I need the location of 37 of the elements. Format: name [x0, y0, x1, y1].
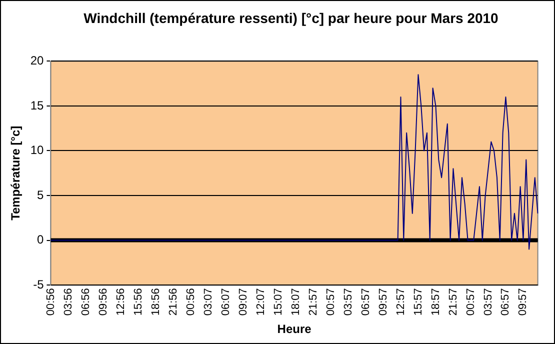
x-tick-label: 21:57 — [307, 288, 320, 316]
x-tick-label: 06:57 — [360, 288, 372, 316]
x-tick-label: 18:07 — [290, 288, 302, 316]
x-tick-label: 09:57 — [377, 288, 390, 316]
x-tick-label: 09:57 — [517, 288, 530, 316]
x-tick-label: 00:56 — [184, 288, 197, 316]
y-tick-label: 5 — [37, 188, 44, 202]
y-tick-label: 0 — [37, 232, 44, 247]
x-tick-label: 15:56 — [132, 288, 144, 316]
x-tick-label: 03:57 — [482, 288, 494, 316]
x-tick-label: 18:56 — [150, 288, 162, 316]
x-tick-label: 18:57 — [430, 288, 442, 316]
x-tick-label: 15:57 — [412, 288, 424, 316]
x-tick-label: 09:07 — [237, 288, 250, 316]
x-tick-label: 21:57 — [447, 288, 460, 316]
x-tick-label: 03:07 — [202, 288, 214, 316]
chart-title: Windchill (température ressenti) [°c] par heure pour Mars 2010 — [82, 9, 500, 28]
x-tick-label: 06:57 — [500, 288, 512, 316]
x-tick-label: 15:07 — [272, 288, 284, 316]
y-tick-label: -5 — [33, 277, 44, 292]
x-tick-label: 00:57 — [324, 288, 337, 316]
y-tick-label: 10 — [30, 143, 44, 158]
y-axis-title: Température [°c] — [8, 126, 23, 220]
x-tick-label: 12:57 — [394, 288, 407, 316]
x-tick-label: 09:56 — [97, 288, 110, 316]
x-tick-label: 12:56 — [114, 288, 127, 316]
x-axis-title: Heure — [277, 322, 312, 336]
x-tick-label: 06:56 — [80, 288, 92, 316]
x-tick-label: 00:56 — [44, 288, 57, 316]
x-tick-label: 00:57 — [464, 288, 477, 316]
y-tick-label: 20 — [30, 54, 44, 68]
x-tick-label: 03:56 — [62, 288, 74, 316]
x-tick-label: 12:07 — [254, 288, 267, 316]
x-tick-label: 21:56 — [167, 288, 180, 316]
x-tick-label: 06:07 — [220, 288, 232, 316]
x-tick-label: 03:57 — [342, 288, 354, 316]
y-tick-label: 15 — [30, 98, 44, 112]
